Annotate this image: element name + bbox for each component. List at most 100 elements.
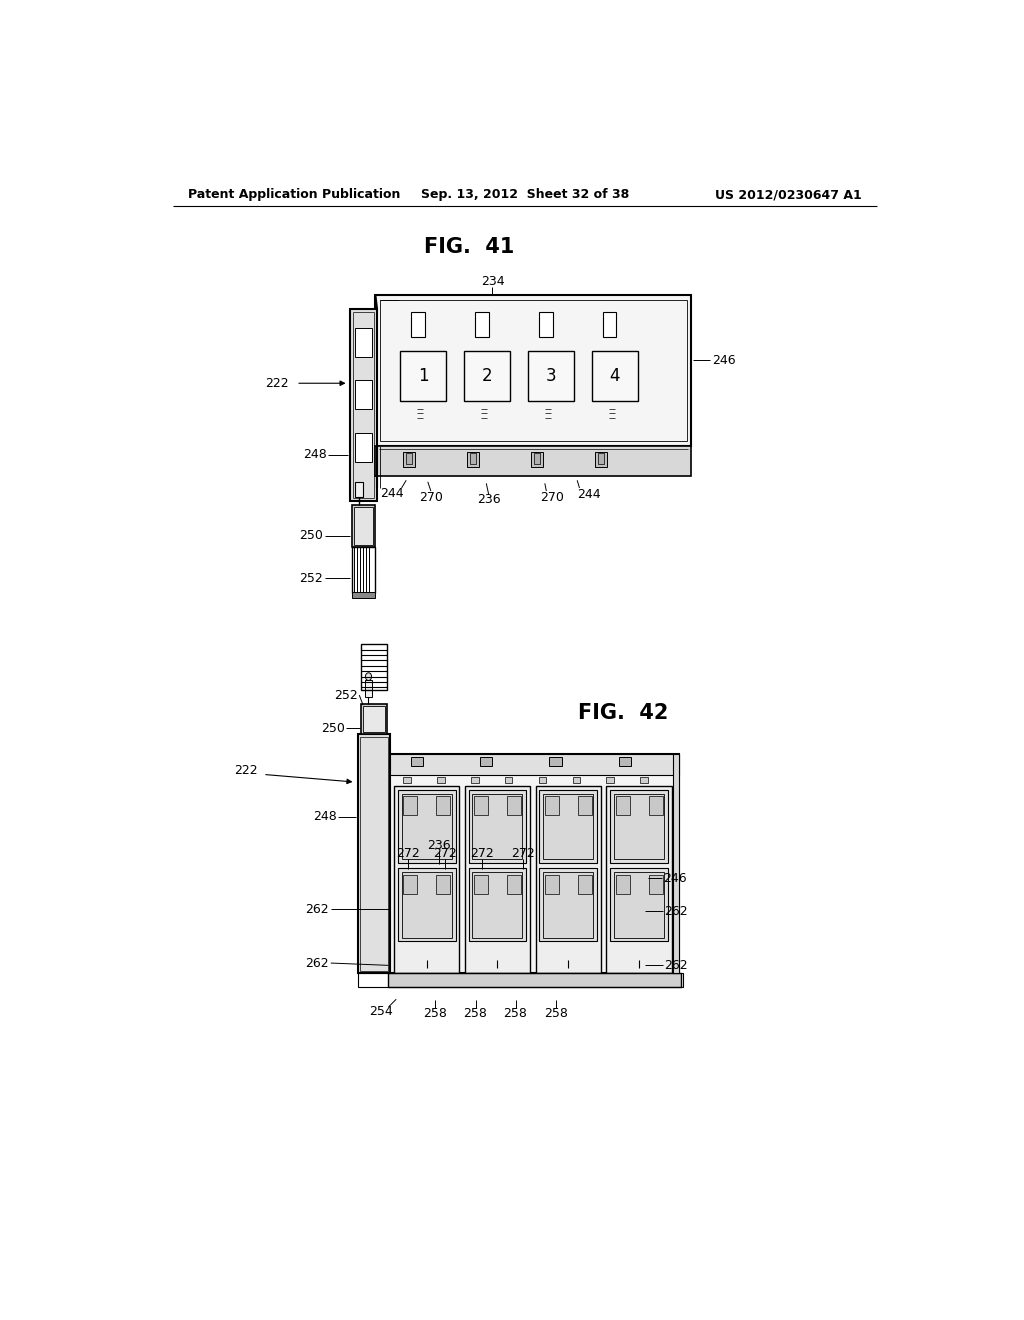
Bar xyxy=(401,793,452,859)
Text: 222: 222 xyxy=(265,376,289,389)
Bar xyxy=(602,313,616,337)
Text: 254: 254 xyxy=(369,1005,392,1018)
Text: 246: 246 xyxy=(664,871,687,884)
Bar xyxy=(615,796,630,816)
Bar xyxy=(411,756,423,766)
Bar xyxy=(673,754,679,973)
Bar xyxy=(360,737,388,970)
Bar xyxy=(464,351,510,401)
Bar xyxy=(390,754,679,775)
Ellipse shape xyxy=(366,673,372,681)
Bar xyxy=(649,796,663,816)
Text: 262: 262 xyxy=(305,957,330,970)
Bar xyxy=(472,873,522,937)
Bar xyxy=(572,777,581,783)
Text: 272: 272 xyxy=(511,847,536,861)
Bar xyxy=(376,296,691,446)
Bar xyxy=(400,351,446,401)
Ellipse shape xyxy=(606,404,617,425)
Text: FIG.  41: FIG. 41 xyxy=(424,238,514,257)
Ellipse shape xyxy=(542,317,550,333)
Bar xyxy=(390,754,679,973)
Bar xyxy=(364,706,385,733)
Bar xyxy=(475,313,488,337)
Bar xyxy=(357,973,683,987)
Bar xyxy=(474,796,487,816)
Text: 2: 2 xyxy=(481,367,493,385)
Bar xyxy=(544,793,593,859)
Bar xyxy=(351,506,376,548)
Text: Sep. 13, 2012  Sheet 32 of 38: Sep. 13, 2012 Sheet 32 of 38 xyxy=(421,187,629,201)
Bar xyxy=(411,313,425,337)
Bar xyxy=(354,507,373,545)
Bar xyxy=(401,873,452,937)
Bar xyxy=(403,451,416,467)
Bar xyxy=(544,873,593,937)
Text: 262: 262 xyxy=(665,958,688,972)
Bar xyxy=(649,874,663,894)
Text: 246: 246 xyxy=(712,354,735,367)
Text: US 2012/0230647 A1: US 2012/0230647 A1 xyxy=(716,187,862,201)
Bar xyxy=(614,873,665,937)
Text: Patent Application Publication: Patent Application Publication xyxy=(188,187,400,201)
Text: 234: 234 xyxy=(480,275,504,288)
Bar xyxy=(610,869,668,941)
Bar xyxy=(598,453,604,465)
Bar xyxy=(536,785,601,973)
Bar xyxy=(355,482,364,498)
Bar xyxy=(354,327,373,358)
Ellipse shape xyxy=(543,404,553,425)
Bar xyxy=(528,351,574,401)
Bar xyxy=(397,869,456,941)
Bar xyxy=(397,789,456,863)
Bar xyxy=(388,973,681,987)
Bar xyxy=(471,777,478,783)
Bar xyxy=(365,681,373,697)
Bar xyxy=(614,793,665,859)
Bar xyxy=(351,591,376,598)
Ellipse shape xyxy=(414,317,422,333)
Bar xyxy=(545,874,559,894)
Bar xyxy=(545,796,559,816)
Bar xyxy=(539,313,553,337)
Bar xyxy=(507,874,521,894)
Text: FIG.  42: FIG. 42 xyxy=(579,702,669,723)
Bar xyxy=(354,380,373,409)
Text: 252: 252 xyxy=(299,572,323,585)
Bar xyxy=(595,451,607,467)
Bar xyxy=(437,777,444,783)
Text: 258: 258 xyxy=(464,1007,487,1019)
Ellipse shape xyxy=(478,404,489,425)
Bar xyxy=(403,777,411,783)
Ellipse shape xyxy=(605,317,613,333)
Text: 272: 272 xyxy=(396,847,420,861)
Bar xyxy=(394,785,460,973)
Bar xyxy=(403,796,417,816)
Text: 222: 222 xyxy=(234,764,258,777)
Bar xyxy=(592,351,638,401)
Text: 258: 258 xyxy=(504,1007,527,1019)
Bar xyxy=(540,789,597,863)
Bar xyxy=(403,874,417,894)
Text: 250: 250 xyxy=(321,722,345,735)
Bar xyxy=(507,796,521,816)
Bar xyxy=(535,453,541,465)
Ellipse shape xyxy=(421,942,433,960)
Text: 270: 270 xyxy=(419,491,442,504)
Bar xyxy=(640,777,648,783)
Bar xyxy=(606,777,614,783)
Bar xyxy=(469,789,526,863)
Bar xyxy=(578,874,592,894)
Bar xyxy=(436,796,451,816)
Bar xyxy=(505,777,512,783)
Bar xyxy=(465,785,530,973)
Bar xyxy=(540,869,597,941)
Bar xyxy=(606,785,672,973)
Text: 258: 258 xyxy=(423,1007,446,1019)
Bar xyxy=(360,704,387,734)
Text: 4: 4 xyxy=(609,367,621,385)
Text: 272: 272 xyxy=(433,847,457,861)
Bar xyxy=(474,874,487,894)
Ellipse shape xyxy=(356,474,362,482)
Text: 236: 236 xyxy=(477,492,501,506)
